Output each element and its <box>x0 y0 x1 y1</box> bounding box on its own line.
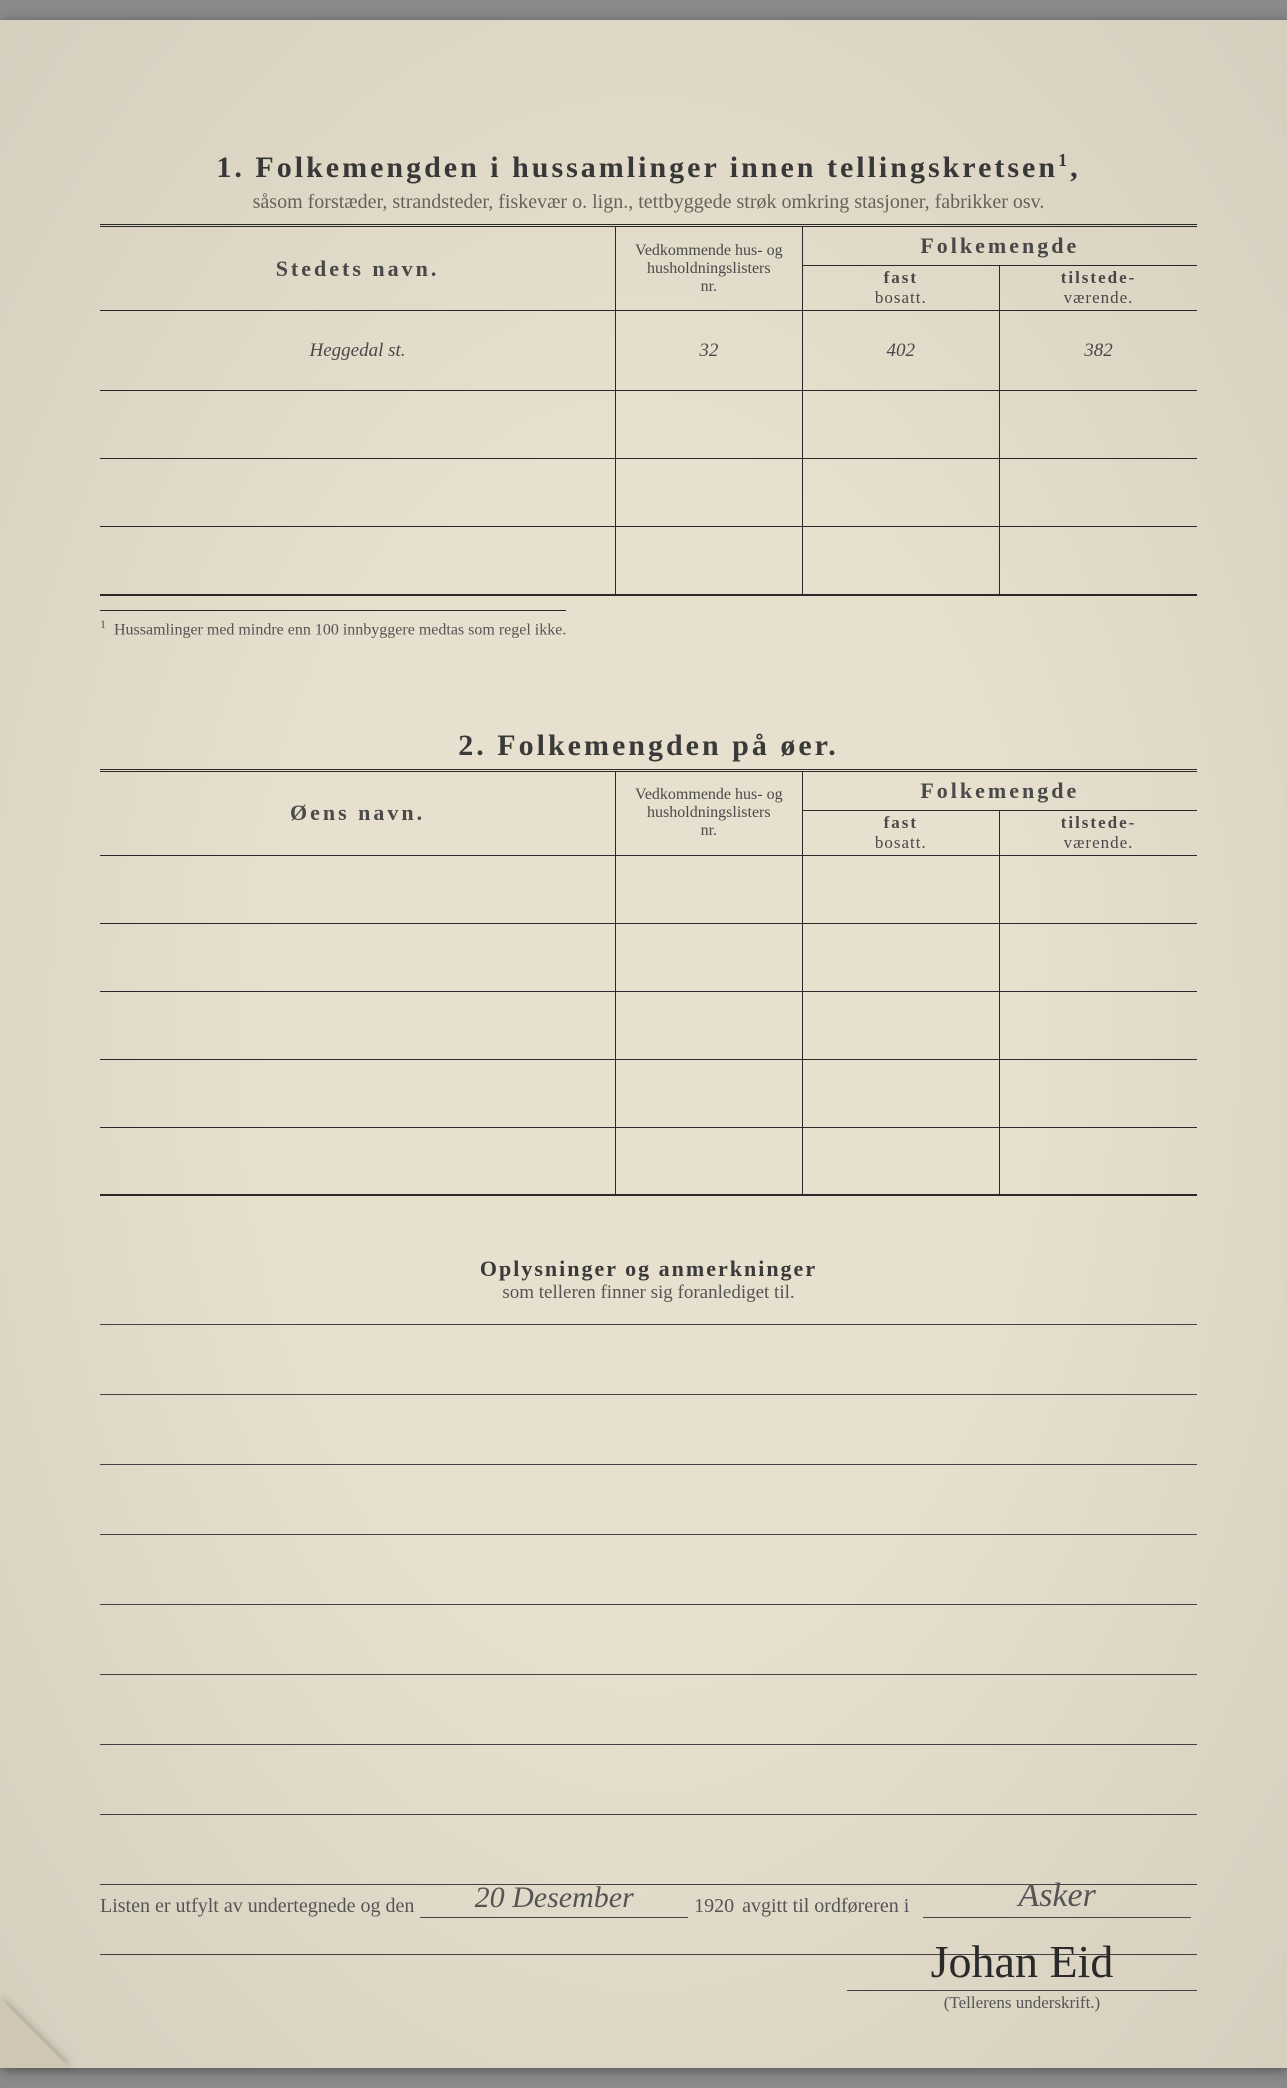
section1-title: 1. Folkemengden i hussamlinger innen tel… <box>100 150 1197 185</box>
remark-line <box>100 1605 1197 1675</box>
th-folkemengde: Folkemengde <box>802 226 1197 266</box>
section1-footnote: 1Hussamlinger med mindre enn 100 innbygg… <box>100 610 566 639</box>
remark-line <box>100 1535 1197 1605</box>
signoff-prefix: Listen er utfylt av undertegnede og den <box>100 1895 414 1918</box>
census-form-page: 1. Folkemengden i hussamlinger innen tel… <box>0 20 1287 2068</box>
th-fast: fast bosatt. <box>802 810 999 855</box>
remark-line <box>100 1325 1197 1395</box>
table-row <box>100 1127 1197 1195</box>
section2-title: 2. Folkemengden på øer. <box>100 729 1197 763</box>
th-fast: fast bosatt. <box>802 266 999 311</box>
signoff-place: Asker <box>923 1877 1191 1918</box>
th-tilstede: tilstede- værende. <box>1000 810 1197 855</box>
page-corner-fold <box>0 1998 70 2068</box>
table-row <box>100 923 1197 991</box>
signoff-year: 1920 <box>694 1895 734 1918</box>
table-row <box>100 527 1197 595</box>
cell-nr: 32 <box>616 311 802 391</box>
cell-til: 382 <box>1000 311 1197 391</box>
table-row <box>100 991 1197 1059</box>
section1-title-text: Folkemengden i hussamlinger innen tellin… <box>255 151 1058 184</box>
cell-fast: 402 <box>802 311 999 391</box>
th-folkemengde: Folkemengde <box>802 770 1197 810</box>
section1-table: Stedets navn. Vedkommende hus- og hushol… <box>100 224 1197 596</box>
section1-subtitle: såsom forstæder, strandsteder, fiskevær … <box>100 191 1197 214</box>
section1: 1. Folkemengden i hussamlinger innen tel… <box>100 150 1197 639</box>
remarks-lines <box>100 1324 1197 1955</box>
table-row <box>100 459 1197 527</box>
remark-line <box>100 1395 1197 1465</box>
section1-sup: 1 <box>1058 150 1070 170</box>
remarks-subtitle: som telleren finner sig foranlediget til… <box>100 1282 1197 1304</box>
section2-number: 2. <box>458 729 487 762</box>
th-nr: Vedkommende hus- og husholdningslisters … <box>616 770 802 855</box>
remark-line <box>100 1675 1197 1745</box>
section2: 2. Folkemengden på øer. Øens navn. Vedko… <box>100 729 1197 1197</box>
section1-number: 1. <box>216 151 245 184</box>
signoff-line: Listen er utfylt av undertegnede og den … <box>100 1877 1197 1918</box>
remark-line <box>100 1815 1197 1885</box>
th-tilstede: tilstede- værende. <box>1000 266 1197 311</box>
table-row: Heggedal st. 32 402 382 <box>100 311 1197 391</box>
signoff-mid: avgitt til ordføreren i <box>742 1895 909 1918</box>
th-nr: Vedkommende hus- og husholdningslisters … <box>616 226 802 311</box>
table-row <box>100 1059 1197 1127</box>
signature-label: (Tellerens underskrift.) <box>847 1993 1197 2013</box>
section2-table: Øens navn. Vedkommende hus- og husholdni… <box>100 769 1197 1197</box>
table-row <box>100 391 1197 459</box>
remark-line <box>100 1745 1197 1815</box>
section2-title-text: Folkemengden på øer. <box>497 729 838 762</box>
th-oens-navn: Øens navn. <box>100 770 616 855</box>
signature-block: Johan Eid (Tellerens underskrift.) <box>847 1935 1197 2013</box>
remarks-title: Oplysninger og anmerkninger <box>100 1256 1197 1282</box>
section3: Oplysninger og anmerkninger som telleren… <box>100 1256 1197 1955</box>
th-stedets-navn: Stedets navn. <box>100 226 616 311</box>
table-row <box>100 855 1197 923</box>
remark-line <box>100 1465 1197 1535</box>
cell-name: Heggedal st. <box>100 311 616 391</box>
signature: Johan Eid <box>847 1935 1197 1991</box>
signoff-date: 20 Desember <box>420 1881 688 1918</box>
